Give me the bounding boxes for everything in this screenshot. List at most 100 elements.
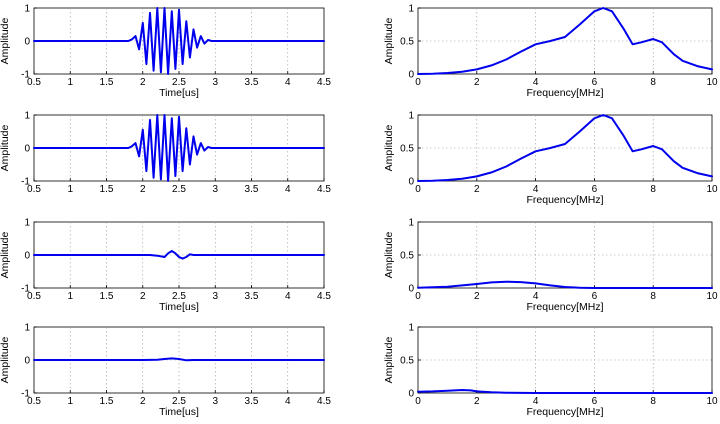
x-tick-label: 4 bbox=[533, 184, 539, 195]
x-tick-label: 2 bbox=[140, 184, 146, 195]
series-line-1 bbox=[33, 357, 325, 362]
x-axis-label: Frequency[MHz] bbox=[526, 301, 603, 313]
x-tick-label: 4 bbox=[285, 77, 291, 88]
x-tick-label: 3 bbox=[212, 184, 218, 195]
x-tick-label: 3.5 bbox=[245, 184, 259, 195]
x-tick-label: 3.5 bbox=[245, 77, 259, 88]
x-tick-label: 1 bbox=[67, 291, 73, 302]
x-tick-label: 4 bbox=[533, 396, 539, 407]
x-tick-label: 4 bbox=[533, 77, 539, 88]
y-tick-label: 0.5 bbox=[400, 251, 414, 262]
y-tick-label: 0 bbox=[408, 284, 414, 295]
series-line-1 bbox=[33, 7, 325, 75]
subplot-6: 0 2 4 6 8 10 0 0.5 1 Frequency[MHz] Amplitude bbox=[383, 218, 718, 314]
x-tick-label: 2.5 bbox=[172, 396, 186, 407]
x-tick-label: 2.5 bbox=[172, 77, 186, 88]
x-tick-label: 6 bbox=[592, 77, 598, 88]
x-tick-label: 6 bbox=[592, 396, 598, 407]
x-tick-label: 4 bbox=[285, 184, 291, 195]
y-tick-label: 0 bbox=[408, 177, 414, 188]
x-tick-label: 8 bbox=[650, 77, 656, 88]
x-tick-label: 10 bbox=[706, 77, 718, 88]
x-axis-label: Frequency[MHz] bbox=[526, 406, 603, 418]
x-tick-label: 1.5 bbox=[100, 77, 114, 88]
x-tick-label: 2 bbox=[474, 396, 480, 407]
x-tick-label: 3 bbox=[212, 77, 218, 88]
subplot-2: 0 2 4 6 8 10 0 0.5 1 Frequency[MHz] Amplitude bbox=[383, 4, 718, 100]
y-tick-label: 1 bbox=[24, 111, 30, 122]
x-tick-label: 2.5 bbox=[172, 184, 186, 195]
subplot-3: 0.5 1 1.5 2 2.5 3 3.5 4 4.5 -1 0 1 Amplitude bbox=[0, 111, 331, 196]
y-tick-label: 1 bbox=[408, 323, 414, 334]
series-line-1 bbox=[417, 114, 713, 182]
x-tick-label: 2.5 bbox=[172, 291, 186, 302]
x-tick-label: 10 bbox=[706, 396, 718, 407]
y-tick-label: 0.5 bbox=[400, 37, 414, 48]
series-line-1 bbox=[417, 7, 713, 75]
x-axis-label: Frequency[MHz] bbox=[526, 194, 603, 206]
x-tick-label: 4.5 bbox=[317, 396, 331, 407]
x-tick-label: 2 bbox=[474, 77, 480, 88]
x-tick-label: 1 bbox=[67, 396, 73, 407]
x-tick-label: 3.5 bbox=[245, 291, 259, 302]
x-axis-label: Time[us] bbox=[159, 87, 199, 99]
y-tick-label: 1 bbox=[24, 323, 30, 334]
series-line-1 bbox=[417, 280, 713, 289]
y-axis-label: Amplitude bbox=[0, 125, 11, 172]
y-tick-label: 1 bbox=[408, 4, 414, 15]
y-tick-label: -1 bbox=[21, 70, 30, 81]
x-axis-label: Time[us] bbox=[159, 406, 199, 418]
x-tick-label: 0 bbox=[415, 291, 421, 302]
y-tick-label: 0 bbox=[24, 356, 30, 367]
x-tick-label: 1.5 bbox=[100, 184, 114, 195]
x-tick-label: 8 bbox=[650, 396, 656, 407]
y-tick-label: 0 bbox=[24, 144, 30, 155]
x-tick-label: 4.5 bbox=[317, 184, 331, 195]
x-tick-label: 8 bbox=[650, 184, 656, 195]
x-tick-label: 1.5 bbox=[100, 291, 114, 302]
x-tick-label: 4 bbox=[533, 291, 539, 302]
y-tick-label: 1 bbox=[24, 4, 30, 15]
y-axis-label: Amplitude bbox=[383, 18, 395, 65]
x-tick-label: 0 bbox=[415, 184, 421, 195]
x-tick-label: 2 bbox=[140, 396, 146, 407]
x-axis-label: Frequency[MHz] bbox=[526, 87, 603, 99]
y-axis-label: Amplitude bbox=[383, 125, 395, 172]
x-tick-label: 2 bbox=[140, 77, 146, 88]
x-tick-label: 6 bbox=[592, 291, 598, 302]
x-tick-label: 1 bbox=[67, 77, 73, 88]
x-axis-label: Time[us] bbox=[159, 301, 199, 313]
y-tick-label: 0 bbox=[24, 37, 30, 48]
y-axis-label: Amplitude bbox=[383, 232, 395, 279]
y-tick-label: -1 bbox=[21, 389, 30, 400]
y-tick-label: 1 bbox=[408, 218, 414, 229]
y-tick-label: 0 bbox=[408, 389, 414, 400]
x-tick-label: 2 bbox=[474, 184, 480, 195]
x-tick-label: 3 bbox=[212, 396, 218, 407]
y-tick-label: 0.5 bbox=[400, 144, 414, 155]
subplot-5: 0.5 1 1.5 2 2.5 3 3.5 4 4.5 -1 0 1 Time[us] Amplitude bbox=[0, 218, 331, 314]
y-axis-label: Amplitude bbox=[0, 337, 11, 384]
y-axis-label: Amplitude bbox=[0, 232, 11, 279]
x-tick-label: 0.5 bbox=[27, 396, 41, 407]
y-tick-label: 0.5 bbox=[400, 356, 414, 367]
subplot-1: 0.5 1 1.5 2 2.5 3 3.5 4 4.5 -1 0 1 Time[us] Amplitude bbox=[0, 4, 331, 100]
x-tick-label: 8 bbox=[650, 291, 656, 302]
x-tick-label: 2 bbox=[474, 291, 480, 302]
x-tick-label: 10 bbox=[706, 184, 718, 195]
subplot-7: 0.5 1 1.5 2 2.5 3 3.5 4 4.5 -1 0 1 Time[us] Amplitude bbox=[0, 323, 331, 419]
x-tick-label: 3 bbox=[212, 291, 218, 302]
y-tick-label: -1 bbox=[21, 177, 30, 188]
y-axis-label: Amplitude bbox=[383, 337, 395, 384]
series-line-1 bbox=[33, 114, 325, 182]
x-tick-label: 0.5 bbox=[27, 184, 41, 195]
x-tick-label: 1.5 bbox=[100, 396, 114, 407]
x-tick-label: 0 bbox=[415, 396, 421, 407]
y-tick-label: 1 bbox=[24, 218, 30, 229]
x-tick-label: 4 bbox=[285, 396, 291, 407]
x-tick-label: 2 bbox=[140, 291, 146, 302]
subplot-4: 0 2 4 6 8 10 0 0.5 1 Frequency[MHz] Amplitude bbox=[383, 111, 718, 207]
x-tick-label: 0.5 bbox=[27, 291, 41, 302]
x-tick-label: 4.5 bbox=[317, 77, 331, 88]
y-tick-label: 1 bbox=[408, 111, 414, 122]
